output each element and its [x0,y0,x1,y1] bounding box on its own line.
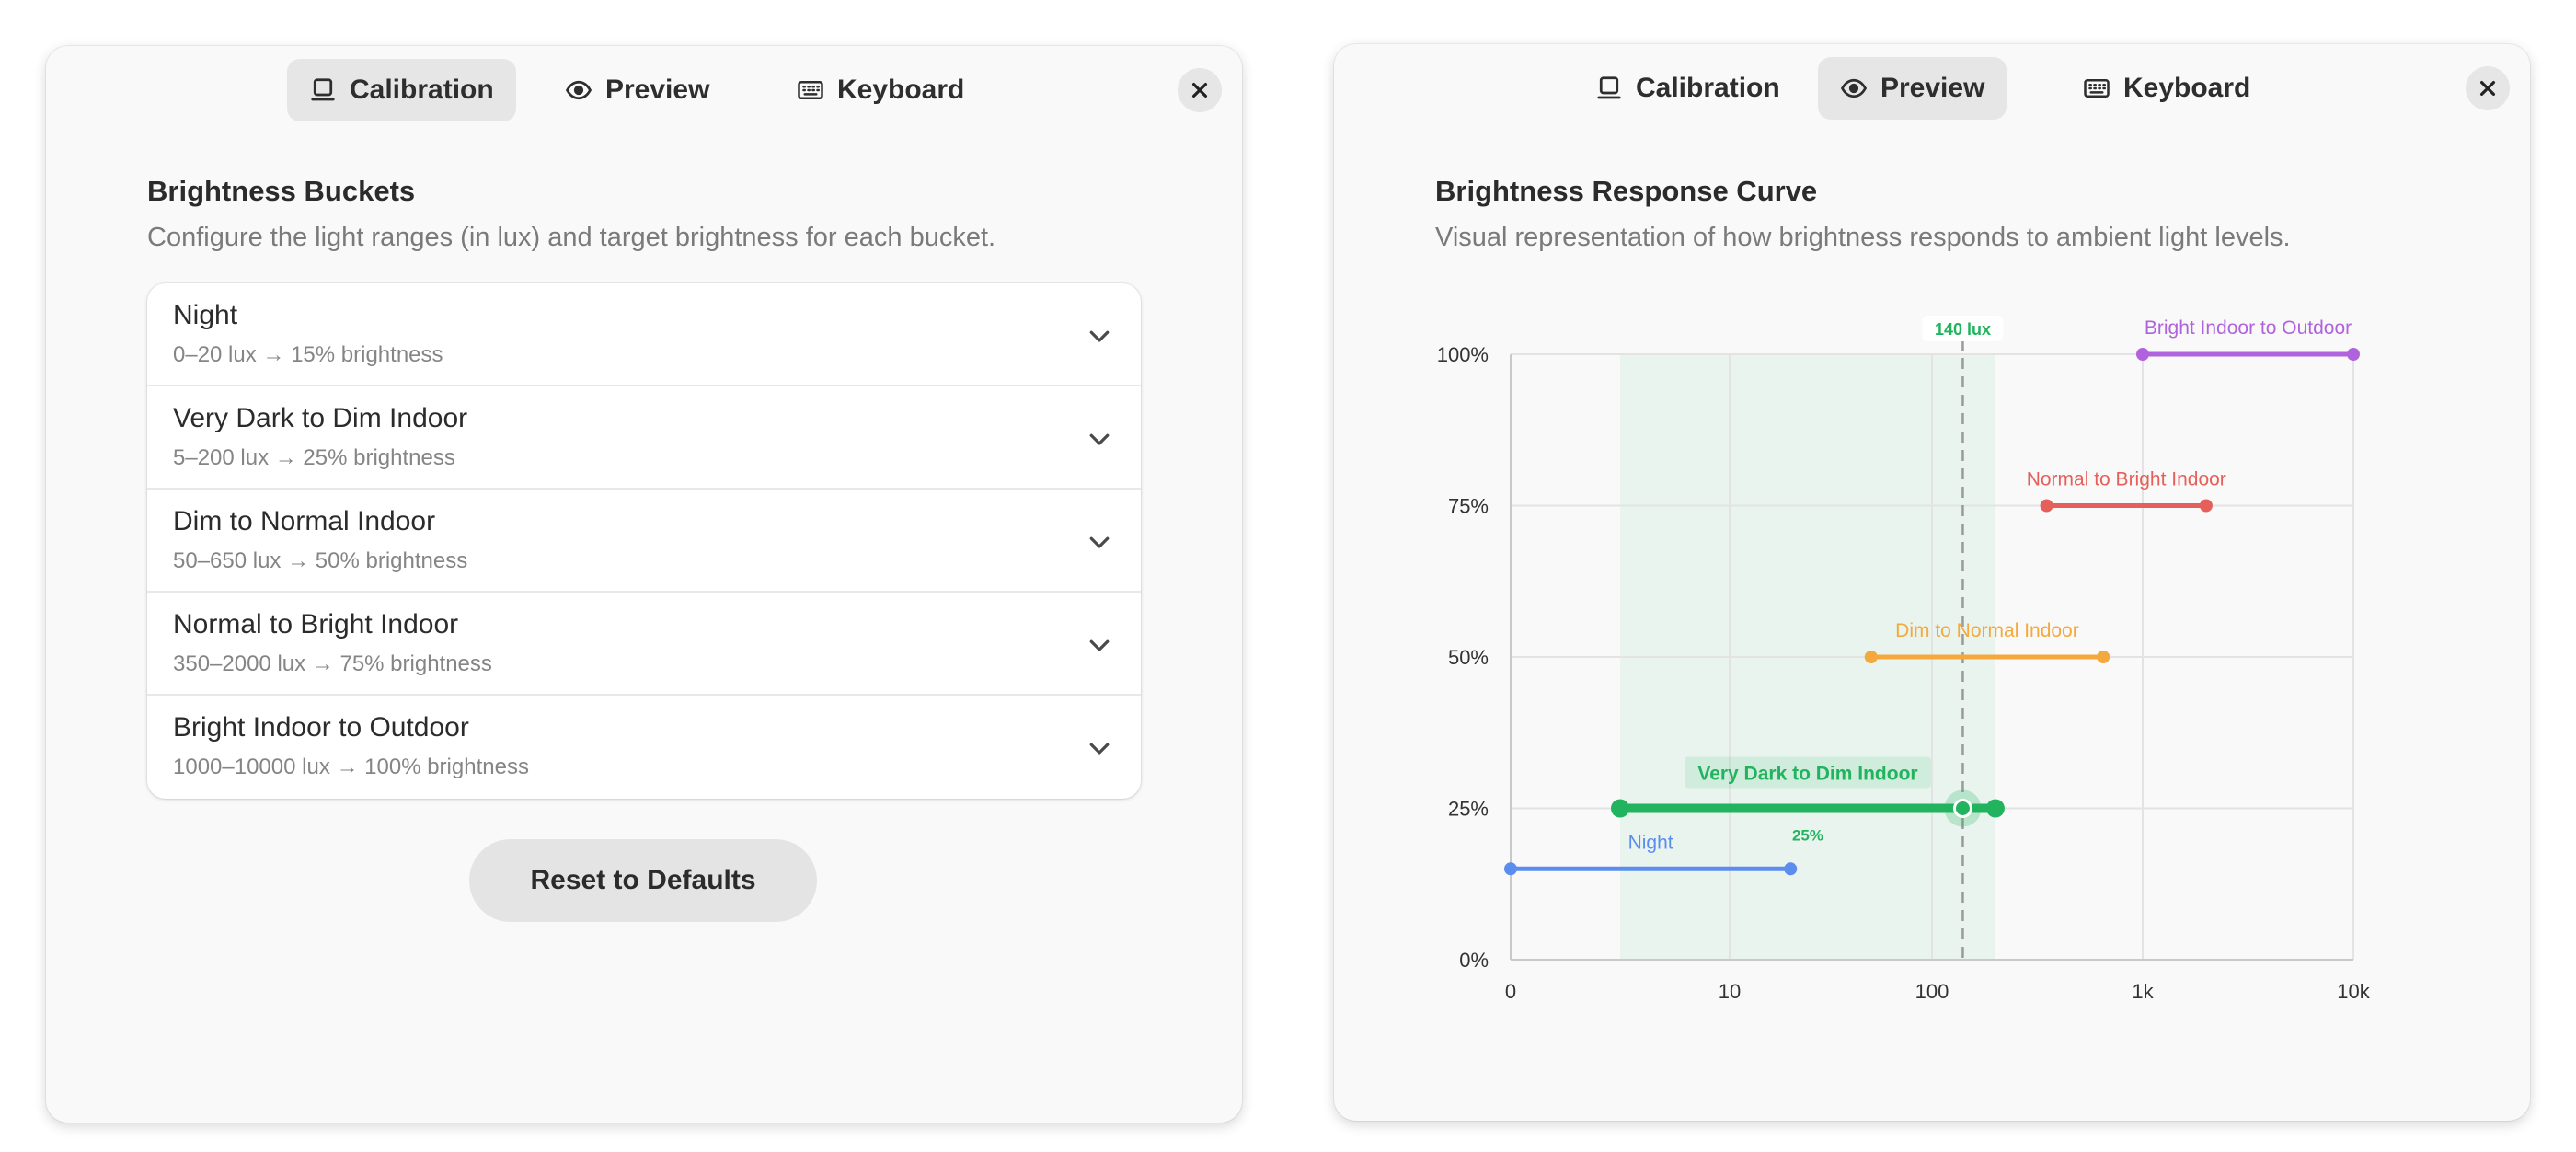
bucket-summary: 1000–10000 lux → 100% brightness [173,755,529,779]
tab-label: Preview [1880,73,1985,103]
bucket-row-normal-to-bright-indoor[interactable]: Normal to Bright Indoor 350–2000 lux → 7… [147,593,1141,696]
y-tick-label: 0% [1459,949,1489,972]
calibration-window: Calibration Preview Keyboard Brightness … [46,46,1242,1123]
tab-label: Preview [605,75,710,105]
series-label: Dim to Normal Indoor [1895,620,2079,641]
series-point-end [2097,651,2110,663]
tab-keyboard[interactable]: Keyboard [775,59,986,121]
tab-label: Calibration [1636,73,1780,103]
bucket-name: Dim to Normal Indoor [173,506,436,536]
series-label: Normal to Bright Indoor [2027,469,2226,490]
bucket-summary: 350–2000 lux → 75% brightness [173,651,492,676]
bucket-row-very-dark-to-dim-indoor[interactable]: Very Dark to Dim Indoor 5–200 lux → 25% … [147,386,1141,490]
current-lux-label: 140 lux [1935,320,1991,339]
current-position-marker [1952,799,1972,818]
chevron-down-icon[interactable] [1086,528,1113,556]
bucket-name: Normal to Bright Indoor [173,609,459,639]
bucket-name: Very Dark to Dim Indoor [173,403,468,433]
tab-label: Keyboard [2123,73,2251,103]
series-label: Very Dark to Dim Indoor [1697,764,1917,785]
current-brightness-label: 25% [1792,827,1823,845]
keyboard-icon [2084,79,2110,98]
keyboard-icon [798,81,823,99]
x-tick-label: 0 [1505,980,1516,1003]
series-label-bg [1684,756,1931,789]
tab-bar: Calibration Preview Keyboard [46,59,1242,121]
series-point-start [2040,499,2053,513]
bucket-row-night[interactable]: Night 0–20 lux → 15% brightness [147,283,1141,386]
eye-icon [1840,78,1868,98]
chevron-down-icon[interactable] [1086,631,1113,659]
series-point-end [2347,348,2360,361]
chevron-down-icon[interactable] [1086,322,1113,350]
tab-bar: Calibration Preview Keyboard [1334,57,2530,120]
reset-to-defaults-button[interactable]: Reset to Defaults [469,839,817,922]
close-button[interactable] [1178,68,1222,112]
close-icon [2479,80,2496,97]
laptop-icon [311,78,335,101]
close-icon [1191,82,1208,98]
series-point-start [1611,799,1629,818]
tab-calibration[interactable]: Calibration [287,59,516,121]
series-point-start [2136,348,2149,361]
series-point-end [1985,799,2005,818]
y-tick-label: 25% [1448,798,1489,821]
bucket-summary: 5–200 lux → 25% brightness [173,445,455,470]
tab-label: Calibration [350,75,494,105]
series-label: Bright Indoor to Outdoor [2145,317,2352,339]
section-title: Brightness Buckets [147,175,416,207]
x-tick-label: 10k [2337,980,2370,1003]
x-tick-label: 100 [1915,980,1949,1003]
tab-calibration[interactable]: Calibration [1573,57,1802,120]
bucket-row-bright-indoor-to-outdoor[interactable]: Bright Indoor to Outdoor 1000–10000 lux … [147,696,1141,799]
bucket-row-dim-to-normal-indoor[interactable]: Dim to Normal Indoor 50–650 lux → 50% br… [147,490,1141,593]
section-description: Configure the light ranges (in lux) and … [147,223,996,252]
current-lux-label-bg [1922,316,2004,341]
bucket-name: Bright Indoor to Outdoor [173,712,469,743]
brightness-response-chart: 0% 25% 50% 75% 100% 0 10 100 1k 10k 140 lux Night Ve… [1437,316,2371,1003]
series-point-start [1504,862,1517,876]
bucket-list: Night 0–20 lux → 15% brightness Very Dar… [147,283,1141,799]
section-title: Brightness Response Curve [1435,175,1818,207]
x-tick-label: 1k [2132,980,2154,1003]
chevron-down-icon[interactable] [1086,734,1113,762]
chevron-down-icon[interactable] [1086,425,1113,453]
y-tick-label: 100% [1437,343,1489,366]
series-label: Night [1628,832,1673,853]
y-tick-label: 75% [1448,495,1489,518]
laptop-icon [1597,76,1621,99]
close-button[interactable] [2466,66,2510,110]
eye-icon [565,80,592,100]
y-tick-label: 50% [1448,646,1489,669]
tab-preview[interactable]: Preview [1818,57,2007,120]
bucket-summary: 0–20 lux → 15% brightness [173,342,443,367]
bucket-name: Night [173,300,238,330]
bucket-summary: 50–650 lux → 50% brightness [173,548,468,573]
tab-label: Keyboard [837,75,965,105]
series-point-end [1784,862,1798,876]
series-point-start [1864,651,1878,663]
preview-window: Calibration Preview Keyboard Brightness … [1334,44,2530,1121]
x-tick-label: 10 [1719,980,1741,1003]
tab-preview[interactable]: Preview [543,59,731,121]
series-point-end [2199,499,2213,513]
tab-keyboard[interactable]: Keyboard [2061,57,2272,120]
section-description: Visual representation of how brightness … [1435,223,2291,252]
